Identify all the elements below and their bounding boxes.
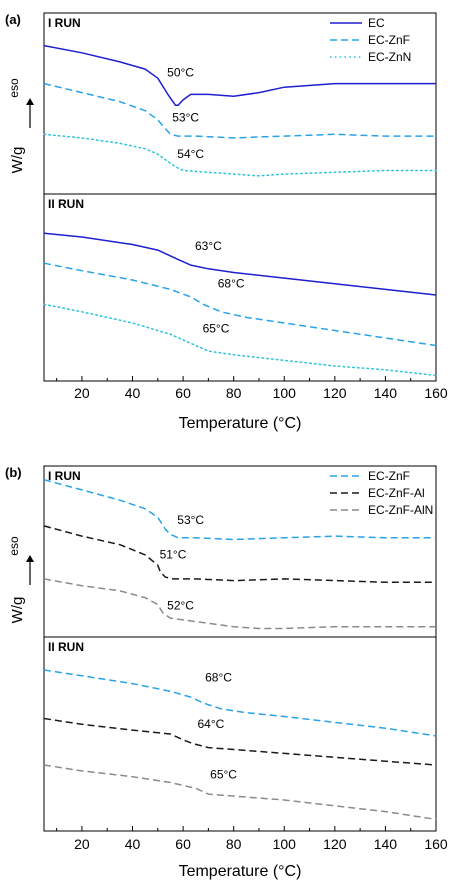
series-line-ec-znf: [43, 669, 437, 737]
x-tick-label: 140: [374, 836, 398, 852]
panel-a: 20 40 60 80 100 120 140 160 Temperature (°C) (a) W…: [5, 12, 448, 432]
series-line-ec-znf-aln: [43, 578, 436, 630]
run-title: I RUN: [48, 469, 81, 483]
x-tick-label: 120: [323, 385, 347, 401]
x-tick-label: 40: [125, 385, 141, 401]
series-line-ec: [43, 44, 436, 107]
series-line-ec-znf-al: [43, 717, 437, 766]
tg-annotation: 50°C: [167, 65, 194, 79]
tg-annotation: 51°C: [160, 547, 187, 561]
exo-label: eso: [7, 536, 21, 556]
series-line-ec-znf: [43, 262, 437, 347]
run-2-subplot: II RUN 68°C 64°C 65°C: [43, 640, 437, 821]
series-line-ec: [43, 232, 437, 296]
panel-label: (a): [5, 12, 21, 27]
run-2-subplot: II RUN 63°C 68°C 65°C: [43, 197, 437, 377]
series-line-ec-znn: [43, 133, 437, 177]
series-line-ec-znf: [43, 82, 436, 139]
tg-annotation: 65°C: [210, 768, 237, 782]
x-axis-label: Temperature (°C): [179, 415, 302, 432]
x-tick-label: 80: [226, 836, 242, 852]
exo-label: eso: [7, 78, 21, 98]
run-title: II RUN: [48, 640, 84, 654]
tg-annotation: 52°C: [167, 599, 194, 613]
legend-entry: EC-ZnF-AlN: [368, 503, 433, 517]
run-1-subplot: I RUN 50°C 53°C 54°C: [43, 16, 437, 177]
legend-entry: EC-ZnN: [368, 50, 411, 64]
run-1-subplot: I RUN 53°C 51°C 52°C: [43, 469, 436, 630]
y-axis-label: W/g: [9, 597, 26, 624]
series-line-ec-znf-al: [43, 525, 436, 584]
legend-entry: EC-ZnF-Al: [368, 486, 425, 500]
plot-frame: [43, 465, 437, 832]
x-tick-label: 160: [424, 836, 448, 852]
exo-arrow-icon: [26, 555, 34, 562]
x-tick-label: 20: [74, 385, 90, 401]
tg-annotation: 63°C: [195, 239, 222, 253]
series-line-ec-znf: [43, 478, 436, 541]
tg-annotation: 68°C: [218, 277, 245, 291]
legend: EC EC-ZnF EC-ZnN: [330, 16, 411, 64]
x-axis-label: Temperature (°C): [179, 863, 302, 880]
x-tick-label: 140: [374, 385, 398, 401]
plot-frame: [43, 12, 437, 382]
tg-annotation: 53°C: [177, 513, 204, 527]
x-tick-label: 60: [175, 836, 191, 852]
panel-b: 20 40 60 80 100 120 140 160 Temperature (°C) (b) W…: [5, 465, 448, 880]
tg-annotation: 53°C: [172, 111, 199, 125]
panel-label: (b): [5, 465, 22, 480]
run-title: I RUN: [48, 16, 81, 30]
x-tick-label: 160: [424, 385, 448, 401]
legend-entry: EC-ZnF: [368, 33, 410, 47]
tg-annotation: 54°C: [177, 147, 204, 161]
x-tick-label: 40: [125, 836, 141, 852]
legend-entry: EC-ZnF: [368, 469, 410, 483]
legend-entry: EC: [368, 16, 385, 30]
x-tick-label: 20: [74, 836, 90, 852]
series-line-ec-znn: [43, 303, 437, 377]
x-tick-label: 100: [273, 836, 297, 852]
run-title: II RUN: [48, 197, 84, 211]
exo-arrow-icon: [26, 98, 34, 105]
x-tick-label: 80: [226, 385, 242, 401]
x-tick-label: 100: [273, 385, 297, 401]
series-line-ec-znf-aln: [43, 764, 437, 821]
tg-annotation: 65°C: [203, 321, 230, 335]
x-tick-label: 120: [323, 836, 347, 852]
tg-annotation: 68°C: [205, 671, 232, 685]
tg-annotation: 64°C: [198, 717, 225, 731]
legend: EC-ZnF EC-ZnF-Al EC-ZnF-AlN: [330, 469, 433, 517]
y-axis-label: W/g: [9, 147, 26, 174]
x-tick-label: 60: [175, 385, 191, 401]
